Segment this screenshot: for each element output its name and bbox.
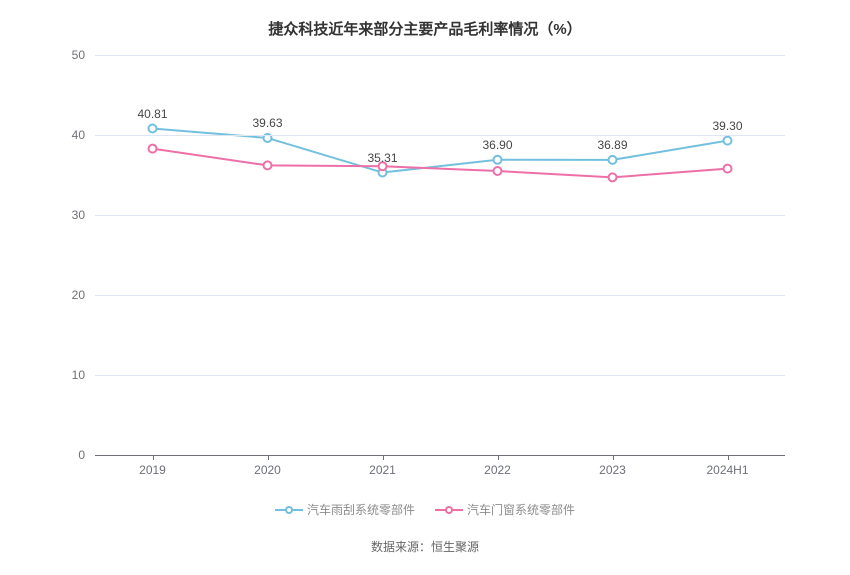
series-marker <box>609 156 617 164</box>
series-marker <box>264 161 272 169</box>
x-axis-label: 2021 <box>369 463 396 477</box>
series-marker <box>724 165 732 173</box>
x-axis-tick <box>613 455 614 460</box>
legend-item[interactable]: 汽车雨刮系统零部件 <box>275 501 415 518</box>
legend-item[interactable]: 汽车门窗系统零部件 <box>435 501 575 518</box>
y-axis-label: 10 <box>72 368 85 382</box>
grid-line <box>95 55 785 56</box>
x-axis-label: 2023 <box>599 463 626 477</box>
y-axis-label: 30 <box>72 208 85 222</box>
data-label: 36.90 <box>482 138 512 152</box>
legend: 汽车雨刮系统零部件 汽车门窗系统零部件 <box>40 501 810 520</box>
series-marker <box>724 137 732 145</box>
y-axis-label: 50 <box>72 48 85 62</box>
series-marker <box>149 125 157 133</box>
grid-line <box>95 135 785 136</box>
series-marker <box>494 167 502 175</box>
series-marker <box>494 156 502 164</box>
plot-area: 01020304050201920202021202220232024H140.… <box>95 55 785 455</box>
x-axis-label: 2022 <box>484 463 511 477</box>
x-axis-label: 2024H1 <box>706 463 748 477</box>
x-axis-tick <box>268 455 269 460</box>
x-axis-line <box>95 455 785 456</box>
legend-swatch <box>435 503 463 517</box>
chart-container: 捷众科技近年来部分主要产品毛利率情况（%） 010203040502019202… <box>0 0 850 575</box>
x-axis-label: 2020 <box>254 463 281 477</box>
data-label: 39.63 <box>252 116 282 130</box>
data-source: 数据来源：恒生聚源 <box>40 538 810 555</box>
x-axis-tick <box>498 455 499 460</box>
source-text: 恒生聚源 <box>431 540 479 554</box>
grid-line <box>95 215 785 216</box>
chart-lines <box>95 55 785 455</box>
legend-label: 汽车门窗系统零部件 <box>467 501 575 518</box>
legend-label: 汽车雨刮系统零部件 <box>307 501 415 518</box>
series-marker <box>149 145 157 153</box>
legend-swatch <box>275 503 303 517</box>
series-marker <box>609 173 617 181</box>
chart-title: 捷众科技近年来部分主要产品毛利率情况（%） <box>40 18 810 39</box>
x-axis-tick <box>153 455 154 460</box>
y-axis-label: 0 <box>78 448 85 462</box>
data-label: 40.81 <box>137 107 167 121</box>
y-axis-label: 20 <box>72 288 85 302</box>
data-label: 39.30 <box>712 119 742 133</box>
x-axis-tick <box>383 455 384 460</box>
source-prefix: 数据来源： <box>371 540 431 554</box>
y-axis-label: 40 <box>72 128 85 142</box>
data-label: 36.89 <box>597 138 627 152</box>
x-axis-label: 2019 <box>139 463 166 477</box>
x-axis-tick <box>728 455 729 460</box>
grid-line <box>95 295 785 296</box>
series-line <box>153 149 728 178</box>
data-label: 35.31 <box>367 151 397 165</box>
grid-line <box>95 375 785 376</box>
